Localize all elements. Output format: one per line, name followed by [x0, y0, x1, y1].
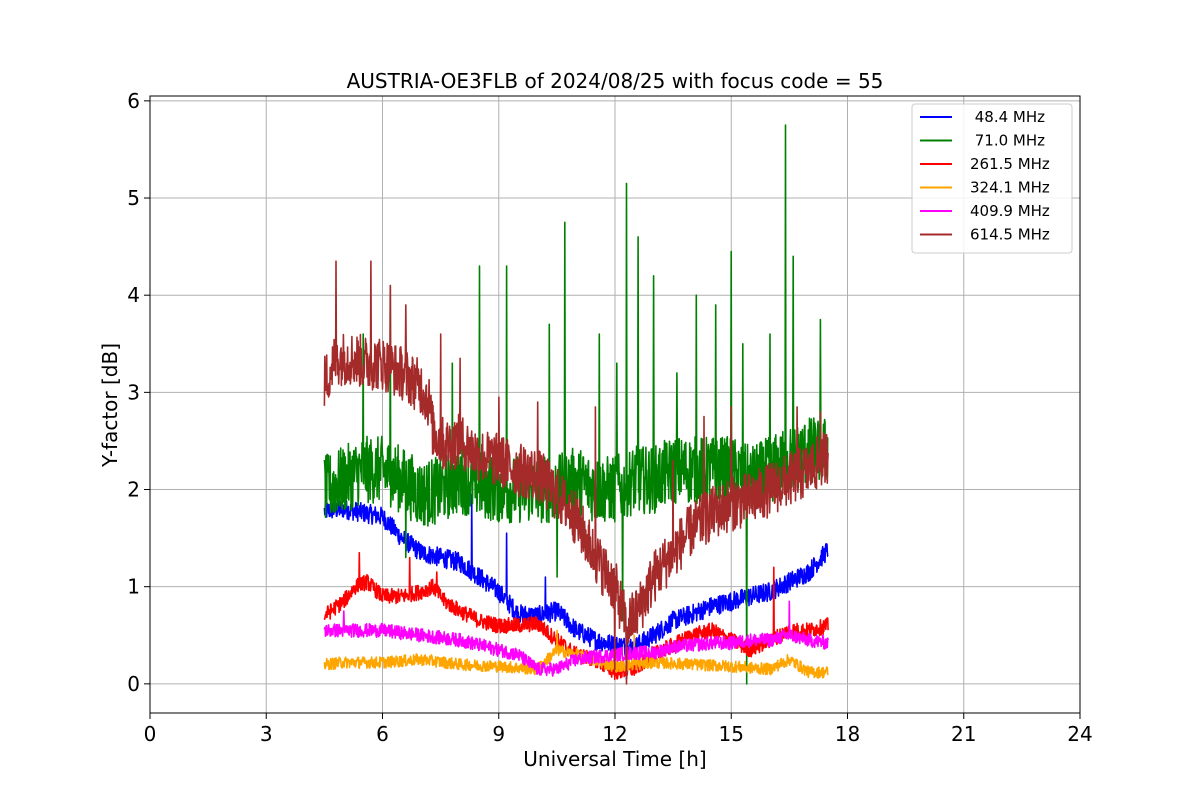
x-tick-label: 21: [951, 722, 976, 746]
y-tick-label: 4: [127, 283, 140, 307]
legend: 48.4 MHz 71.0 MHz 261.5 MHz 324.1 MHz 409.9…: [911, 103, 1073, 254]
y-tick-label: 1: [127, 575, 140, 599]
legend-label: 409.9 MHz: [970, 202, 1050, 220]
y-tick-label: 0: [127, 672, 140, 696]
y-tick-label: 6: [127, 89, 140, 113]
legend-label: 324.1 MHz: [970, 179, 1050, 197]
x-tick-label: 15: [719, 722, 744, 746]
x-tick-label: 24: [1067, 722, 1092, 746]
series-line-5: [323, 260, 829, 685]
series-lines: [323, 124, 829, 685]
y-axis-label: Y-factor [dB]: [98, 343, 122, 468]
series-line-0: [323, 493, 829, 680]
legend-label: 614.5 MHz: [970, 226, 1050, 244]
y-tick-label: 5: [127, 186, 140, 210]
x-axis-label: Universal Time [h]: [523, 747, 706, 771]
legend-label: 48.4 MHz: [970, 108, 1045, 126]
chart-title: AUSTRIA-OE3FLB of 2024/08/25 with focus …: [347, 69, 884, 93]
series-line-4: [323, 600, 829, 677]
x-tick-label: 0: [144, 722, 157, 746]
x-tick-label: 18: [835, 722, 860, 746]
x-tick-label: 6: [376, 722, 389, 746]
x-tick-label: 9: [492, 722, 505, 746]
x-tick-label: 3: [260, 722, 273, 746]
x-tick-label: 12: [602, 722, 627, 746]
legend-label: 71.0 MHz: [970, 132, 1045, 150]
legend-label: 261.5 MHz: [970, 155, 1050, 173]
y-tick-label: 3: [127, 380, 140, 404]
y-tick-label: 2: [127, 478, 140, 502]
